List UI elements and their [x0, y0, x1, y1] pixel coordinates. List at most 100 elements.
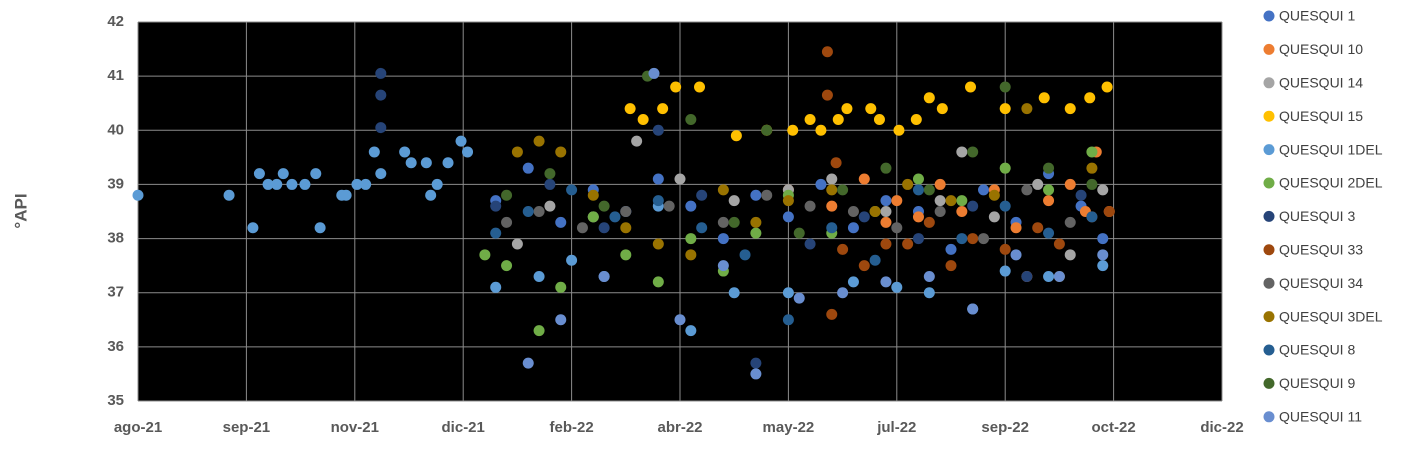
- data-point: [310, 168, 322, 180]
- data-point: [910, 113, 922, 125]
- data-point: [360, 178, 372, 190]
- data-point: [893, 124, 905, 136]
- data-point: [880, 206, 892, 217]
- data-point: [880, 276, 892, 288]
- data-point: [620, 222, 632, 234]
- data-point: [841, 103, 853, 115]
- data-point: [880, 162, 892, 174]
- data-point: [793, 227, 805, 239]
- y-tick-label: 42: [107, 13, 124, 30]
- legend-label: QUESQUI 3DEL: [1279, 308, 1383, 324]
- data-point: [967, 233, 979, 245]
- y-axis-label: °API: [11, 193, 30, 228]
- y-tick-label: 37: [107, 284, 124, 301]
- data-point: [873, 113, 885, 125]
- data-point: [956, 206, 968, 217]
- data-point: [405, 157, 417, 169]
- legend-marker: [1263, 244, 1275, 256]
- data-point: [804, 200, 816, 212]
- data-point: [555, 314, 567, 326]
- data-point: [314, 222, 326, 234]
- data-point: [652, 124, 664, 136]
- x-tick-label: feb-22: [550, 419, 594, 436]
- data-point: [787, 124, 799, 136]
- data-point: [934, 195, 946, 207]
- data-point: [956, 233, 968, 245]
- data-point: [865, 103, 877, 115]
- data-point: [891, 281, 903, 293]
- data-point: [923, 270, 935, 282]
- legend-marker: [1263, 311, 1275, 323]
- data-point: [340, 189, 352, 201]
- data-point: [132, 189, 144, 201]
- legend-label: QUESQUI 33: [1279, 242, 1363, 258]
- legend-marker: [1263, 210, 1275, 222]
- data-point: [821, 46, 833, 58]
- x-tick-label: sep-21: [223, 419, 271, 436]
- data-point: [912, 233, 924, 245]
- data-point: [544, 178, 556, 190]
- y-tick-label: 41: [107, 67, 124, 84]
- data-point: [923, 184, 935, 196]
- data-point: [847, 206, 859, 217]
- data-point: [1064, 178, 1076, 190]
- data-point: [566, 254, 578, 266]
- data-point: [598, 270, 610, 282]
- data-point: [750, 227, 762, 239]
- data-point: [782, 195, 794, 207]
- data-point: [1075, 189, 1087, 201]
- x-tick-label: dic-21: [442, 419, 485, 436]
- data-point: [821, 89, 833, 101]
- data-point: [826, 200, 838, 212]
- data-point: [728, 195, 740, 207]
- data-point: [533, 325, 545, 337]
- data-point: [804, 238, 816, 250]
- data-point: [967, 146, 979, 158]
- data-point: [399, 146, 411, 158]
- data-point: [1043, 162, 1055, 174]
- legend-label: QUESQUI 11: [1279, 409, 1362, 425]
- data-point: [967, 303, 979, 315]
- data-point: [1103, 206, 1115, 217]
- data-point: [685, 249, 697, 261]
- data-point: [1053, 270, 1065, 282]
- data-point: [247, 222, 259, 234]
- legend-marker: [1263, 110, 1275, 122]
- data-point: [945, 260, 957, 272]
- data-point: [978, 233, 990, 245]
- data-point: [934, 206, 946, 217]
- data-point: [832, 113, 844, 125]
- data-point: [262, 178, 274, 190]
- data-point: [637, 113, 649, 125]
- legend-marker: [1263, 144, 1275, 156]
- data-point: [479, 249, 491, 261]
- data-point: [420, 157, 432, 169]
- data-point: [620, 206, 632, 217]
- data-point: [425, 189, 437, 201]
- legend-label: QUESQUI 10: [1279, 41, 1363, 57]
- data-point: [750, 368, 762, 380]
- data-point: [826, 184, 838, 196]
- data-point: [945, 243, 957, 255]
- x-tick-label: dic-22: [1200, 419, 1243, 436]
- data-point: [730, 130, 742, 142]
- legend-marker: [1263, 377, 1275, 389]
- data-point: [657, 103, 669, 115]
- x-tick-label: oct-22: [1092, 419, 1136, 436]
- data-point: [945, 195, 957, 207]
- data-point: [442, 157, 454, 169]
- data-point: [826, 308, 838, 320]
- data-point: [271, 178, 283, 190]
- data-point: [1064, 216, 1076, 228]
- data-point: [566, 184, 578, 196]
- data-point: [912, 184, 924, 196]
- data-point: [696, 189, 708, 201]
- data-point: [739, 249, 751, 261]
- data-point: [988, 189, 1000, 201]
- legend-label: QUESQUI 1: [1279, 8, 1355, 24]
- data-point: [1021, 184, 1033, 196]
- data-point: [999, 200, 1011, 212]
- data-point: [826, 222, 838, 234]
- data-point: [956, 146, 968, 158]
